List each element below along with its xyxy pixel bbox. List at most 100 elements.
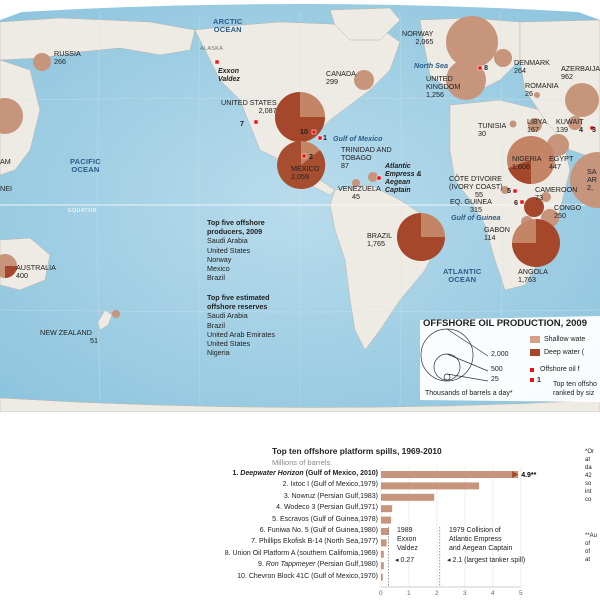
- label-uk: UNITED KINGDOM 1,256: [426, 74, 461, 99]
- circle-norway: [446, 16, 498, 68]
- spill-category-label: 4. Wodeco 3 (Persian Gulf,1971): [276, 504, 378, 512]
- circle-nigeria-deep: [508, 160, 531, 185]
- footnote-2: **Au of of at: [585, 533, 598, 563]
- legend-deep-swatch: [530, 349, 540, 356]
- spill-marker-exxon: [214, 59, 220, 65]
- spill-num-6: 6: [514, 198, 518, 207]
- label-norway: NORWAY 2,065: [402, 29, 434, 46]
- legend-title: OFFSHORE OIL PRODUCTION, 2009: [423, 318, 587, 329]
- circle-azerbaijan: [565, 83, 599, 117]
- label-libya: LIBYA 167: [527, 117, 547, 134]
- label-nei-partial: NEI: [0, 184, 12, 193]
- label-saudi-partial: SA AR 2,: [587, 167, 597, 192]
- spill-num-4: 4: [579, 125, 583, 134]
- legend-panel: [420, 316, 600, 402]
- legend-spill-note2: ranked by siz: [553, 390, 595, 397]
- production-circles: [0, 16, 600, 318]
- spill-chart-title: Top ten offshore platform spills, 1969-2…: [272, 446, 442, 456]
- legend-shallow-swatch: [530, 336, 540, 343]
- gulf-of-guinea-label: Gulf of Guinea: [451, 213, 501, 222]
- top-producer-item: Brazil: [207, 273, 225, 283]
- annotation-exxon-valdez: 1989 Exxon Valdez: [397, 527, 418, 552]
- spill-marker-10: [311, 129, 317, 135]
- map-canvas: [0, 4, 600, 412]
- spill-num-1: 1: [323, 133, 327, 142]
- top-reserve-item: United Arab Emirates: [207, 329, 275, 339]
- spill-bar: [381, 562, 384, 570]
- label-kuwait: KUWAIT 139: [556, 117, 584, 134]
- top-producers-heading: Top five offshore producers, 2009: [207, 218, 265, 237]
- label-am-partial: AM: [0, 157, 11, 166]
- top-reserve-item: Brazil: [207, 320, 225, 330]
- spill-bar: [381, 471, 519, 478]
- spill-marker-5: [512, 188, 518, 194]
- annotation-atlantic-empress: 1979 Collision of Atlantic Empress and A…: [449, 527, 513, 552]
- label-mexico: MEXICO 2,059: [291, 164, 320, 181]
- label-nigeria: NIGERIA 1,606: [512, 154, 542, 171]
- arctic-ocean-label: ARCTIC OCEAN: [213, 17, 243, 34]
- legend-unit: Thousands of barrels a day*: [425, 390, 513, 397]
- land-australia: [0, 237, 51, 291]
- spill-category-label: 5. Escravos (Gulf of Guinea,1978): [272, 515, 378, 523]
- spill-axis-tick: 1: [407, 590, 411, 597]
- spill-num-3: 3: [592, 125, 596, 134]
- circle-cameroon: [541, 192, 551, 202]
- circle-eq-guinea: [524, 197, 544, 217]
- top-producer-item: Saudi Arabia: [207, 236, 248, 246]
- label-angola: ANGOLA 1,763: [518, 267, 548, 284]
- equator-label: EQUATOR: [68, 208, 97, 214]
- circle-australia-deep: [5, 266, 17, 278]
- top-producer-item: Mexico: [207, 264, 230, 274]
- atlantic-ocean-label: ATLANTIC OCEAN: [443, 267, 482, 284]
- spill-bar: [381, 516, 392, 524]
- legend-spill-note1: Top ten offsho: [553, 381, 597, 388]
- circle-romania: [534, 92, 540, 98]
- spill-bar: [381, 539, 387, 547]
- annotation-exxon-value: ◂ 0.27: [395, 557, 415, 564]
- label-romania: ROMANIA 26: [525, 81, 559, 98]
- label-denmark: DENMARK 264: [514, 58, 550, 75]
- label-eq-guinea: EQ. GUINEA 315: [450, 197, 492, 214]
- circle-canada: [354, 70, 374, 90]
- label-canada: CANADA 299: [326, 69, 356, 86]
- spill-bar: [381, 550, 384, 558]
- legend-shallow-label: Shallow wate: [544, 336, 586, 343]
- top-reserve-item: Saudi Arabia: [207, 311, 248, 321]
- world-map: ARCTIC OCEAN PACIFIC OCEAN ATLANTIC OCEA…: [0, 4, 600, 412]
- legend-deep-label: Deep water (: [544, 349, 585, 356]
- label-egypt: EGYPT 447: [549, 154, 574, 171]
- legend-size-25: 25: [491, 376, 499, 383]
- top-reserves-heading: Top five estimated offshore reserves: [207, 293, 270, 312]
- spill-bar: [381, 482, 479, 490]
- spill-category-label: 7. Phillips Ekofisk B-14 (North Sea,1977…: [251, 538, 378, 546]
- circle-denmark: [494, 49, 512, 67]
- spill-bar: [381, 493, 435, 501]
- spill-marker-7: [477, 65, 483, 71]
- spill-bar: [381, 528, 389, 535]
- spill-category-label: 1. Deepwater Horizon (Gulf of Mexico, 20…: [232, 470, 378, 477]
- land-asia-north: [0, 17, 196, 61]
- label-venezuela: VENEZUELA 45: [338, 184, 381, 201]
- land-north-america: [194, 21, 401, 161]
- label-russia: RUSSIA 266: [54, 49, 81, 66]
- legend-spill-example: [530, 378, 534, 382]
- circle-kuwait: [568, 116, 582, 130]
- spill-axis-tick: 0: [379, 590, 383, 597]
- top-producer-item: United States: [207, 245, 251, 255]
- label-ivory-coast: CÔTE D'IVOIRE (IVORY COAST) 55: [449, 174, 503, 199]
- exxon-valdez-label: Exxon Valdez: [218, 68, 240, 83]
- circle-west-asia: [0, 98, 23, 134]
- spill-category-label: 6. Funiwa No. 5 (Gulf of Guinea,1980): [259, 527, 378, 534]
- label-trinidad: TRINIDAD AND TOBAGO 87: [341, 145, 392, 170]
- spill-num-7: 8: [484, 63, 488, 72]
- alaska-label: ALASKA: [200, 46, 224, 52]
- label-congo: CONGO 250: [554, 203, 582, 220]
- land-new-zealand: [97, 309, 113, 331]
- spill-marker-8: [253, 119, 259, 125]
- label-cameroon: CAMEROON 73: [535, 185, 578, 202]
- spill-marker-1: [317, 135, 323, 141]
- spill-bar: [381, 505, 393, 513]
- circle-tunisia: [509, 120, 517, 128]
- spill-marker-6: [519, 199, 525, 205]
- spill-axis-tick: 4: [491, 590, 495, 597]
